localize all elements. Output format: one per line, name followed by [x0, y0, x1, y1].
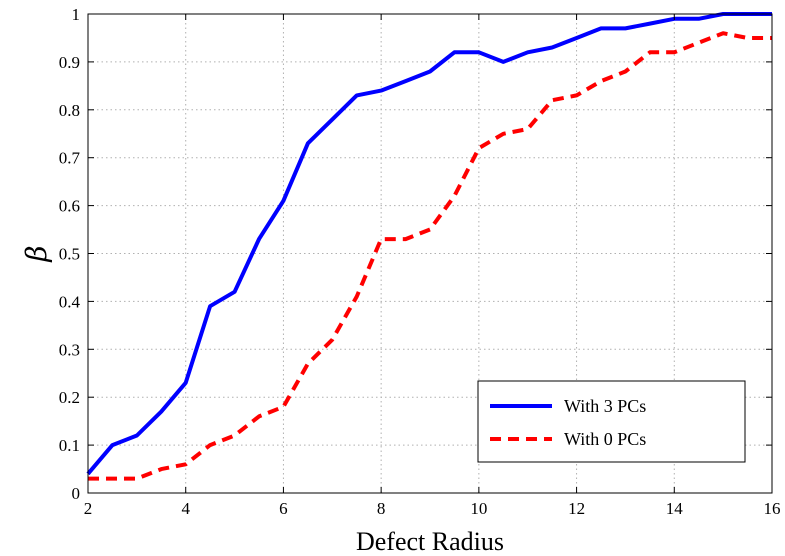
series-lines	[86, 12, 772, 481]
ticks: 2 4 6 8 10 12 14 16 0 0.1 0.2 0.3 0.4 0.5 0.6 0.7 0.8 0.9…	[59, 5, 781, 518]
y-tick-label: 0.3	[59, 340, 80, 359]
y-tick-label: 0.7	[59, 149, 81, 168]
legend-label: With 0 PCs	[564, 429, 646, 449]
y-tick-label: 0	[72, 484, 81, 503]
x-axis-label: Defect Radius	[356, 527, 504, 556]
x-tick-label: 10	[470, 499, 487, 518]
y-tick-label: 0.6	[59, 197, 80, 216]
y-axis-label: β	[20, 245, 53, 262]
series-line-with-3-pcs	[86, 12, 772, 476]
legend-box	[477, 380, 746, 463]
x-tick-label: 2	[84, 499, 93, 518]
y-tick-label: 0.8	[59, 101, 80, 120]
legend-label: With 3 PCs	[564, 396, 646, 416]
series-line-with-0-pcs	[88, 31, 772, 481]
x-tick-label: 16	[764, 499, 781, 518]
x-tick-label: 6	[279, 499, 288, 518]
x-tick-label: 8	[377, 499, 386, 518]
y-tick-label: 0.5	[59, 245, 80, 264]
legend: With 3 PCs With 0 PCs	[477, 380, 746, 463]
y-tick-label: 0.2	[59, 388, 80, 407]
y-tick-label: 0.1	[59, 436, 80, 455]
x-tick-label: 12	[568, 499, 585, 518]
x-tick-label: 4	[181, 499, 190, 518]
y-tick-label: 1	[72, 5, 81, 24]
y-tick-label: 0.9	[59, 53, 80, 72]
x-tick-label: 14	[666, 499, 684, 518]
y-tick-label: 0.4	[59, 292, 81, 311]
grid	[88, 14, 772, 493]
